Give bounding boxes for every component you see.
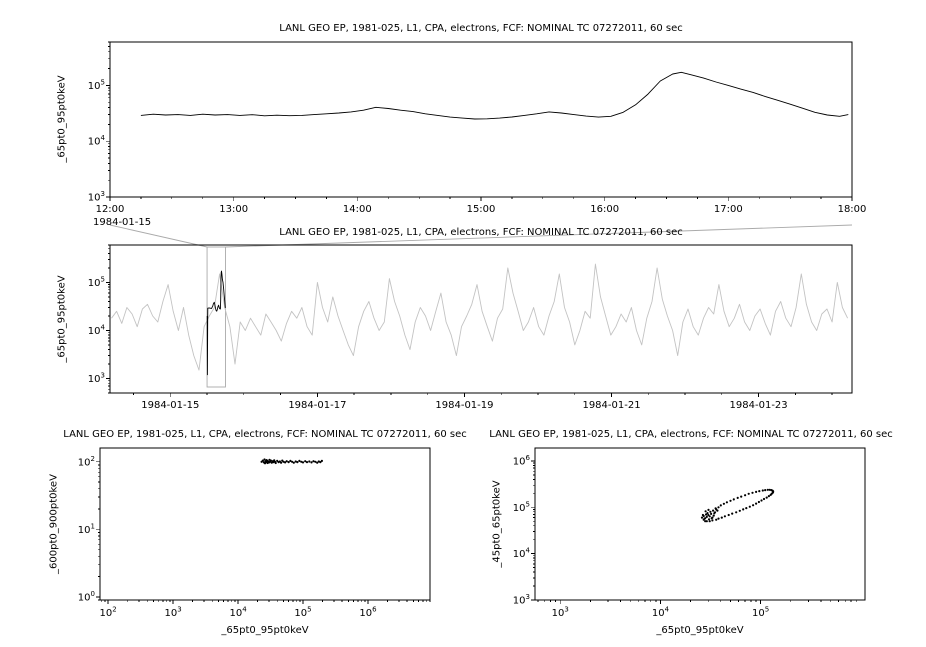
svg-text:105: 105 [88, 78, 105, 92]
svg-text:1984-01-19: 1984-01-19 [435, 400, 493, 411]
svg-text:105: 105 [752, 606, 769, 620]
svg-text:1984-01-23: 1984-01-23 [730, 400, 788, 411]
svg-text:12:00: 12:00 [96, 204, 125, 215]
axes-frame [109, 244, 853, 394]
top-chart-date-label: 1984-01-15 [93, 217, 152, 228]
svg-text:105: 105 [88, 275, 105, 289]
svg-text:104: 104 [513, 547, 531, 561]
series-context-flux-full-interval [111, 263, 849, 371]
svg-text:105: 105 [294, 606, 311, 620]
svg-text:105: 105 [513, 500, 530, 514]
bottom-right-chart-title: LANL GEO EP, 1981-025, L1, CPA, electron… [489, 429, 893, 440]
svg-text:103: 103 [88, 372, 105, 386]
svg-text:15:00: 15:00 [467, 204, 496, 215]
top-chart-ylabel: _65pt0_95pt0keV [56, 75, 68, 163]
middle-chart-ylabel: _65pt0_95pt0keV [56, 275, 68, 363]
svg-text:18:00: 18:00 [838, 204, 867, 215]
svg-text:101: 101 [78, 522, 95, 536]
axes-frame [99, 447, 431, 601]
svg-text:13:00: 13:00 [219, 204, 248, 215]
series-highlighted-interval [206, 270, 226, 376]
bottom-left-chart-title: LANL GEO EP, 1981-025, L1, CPA, electron… [63, 429, 467, 440]
chart-ts-zoom: 12:00 13:00 14:00 15:00 16:00 17:00 18:00 103 10… [88, 41, 867, 215]
svg-text:104: 104 [229, 606, 247, 620]
svg-text:100: 100 [78, 590, 95, 604]
axes-frame [534, 447, 866, 601]
svg-text:1984-01-21: 1984-01-21 [582, 400, 640, 411]
series-electron-flux-65-95-kev [140, 71, 849, 120]
svg-text:104: 104 [88, 323, 106, 337]
svg-text:14:00: 14:00 [343, 204, 372, 215]
svg-text:106: 106 [359, 606, 377, 620]
svg-text:103: 103 [513, 593, 530, 607]
axes-frame [109, 41, 853, 198]
bottom-left-chart-ylabel: _600pt0_900pt0keV [48, 474, 60, 574]
svg-text:103: 103 [552, 606, 569, 620]
bottom-right-chart-ylabel: _45pt0_65pt0keV [491, 480, 503, 568]
chart-scatter-45-65: 103 104 105 103 104 105 106 [513, 447, 866, 620]
svg-text:1984-01-17: 1984-01-17 [288, 400, 346, 411]
middle-chart-title: LANL GEO EP, 1981-025, L1, CPA, electron… [279, 227, 683, 238]
svg-text:103: 103 [88, 190, 105, 204]
svg-text:16:00: 16:00 [590, 204, 619, 215]
svg-text:1984-01-15: 1984-01-15 [141, 400, 199, 411]
svg-text:102: 102 [78, 455, 95, 469]
chart-ts-full: 1984-01-15 1984-01-17 1984-01-19 1984-01-21… [88, 244, 853, 411]
svg-text:102: 102 [100, 606, 117, 620]
bottom-right-chart-xlabel: _65pt0_95pt0keV [656, 625, 744, 636]
top-chart-title: LANL GEO EP, 1981-025, L1, CPA, electron… [279, 23, 683, 34]
series-600-900-kev-vs-65-95-kev [260, 458, 323, 465]
svg-text:106: 106 [513, 454, 531, 468]
bottom-left-chart-xlabel: _65pt0_95pt0keV [221, 625, 309, 636]
svg-text:104: 104 [88, 134, 106, 148]
series-45-65-kev-vs-65-95-kev [700, 488, 775, 523]
chart-scatter-600-900: 102 103 104 105 106 100 101 102 [78, 447, 431, 620]
svg-text:17:00: 17:00 [714, 204, 743, 215]
svg-text:103: 103 [164, 606, 181, 620]
svg-text:104: 104 [652, 606, 670, 620]
